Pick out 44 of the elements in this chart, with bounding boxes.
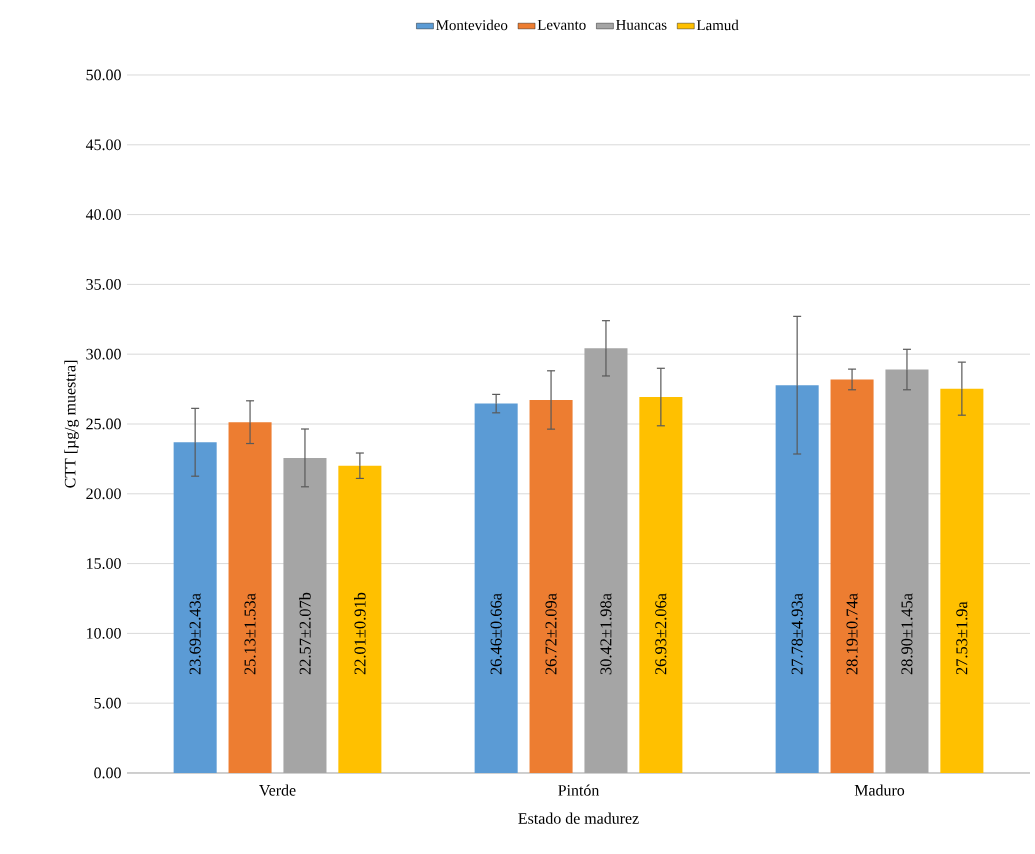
data-label: 26.46±0.66a [490, 593, 502, 675]
data-label: 22.57±2.07b [299, 592, 311, 675]
legend-label: Levanto [537, 19, 586, 30]
data-label: 23.69±2.43a [189, 593, 201, 675]
legend-label: Montevideo [436, 19, 508, 31]
y-tick-label: 15.00 [87, 558, 121, 569]
y-tick-label: 45.00 [85, 139, 121, 151]
bar [639, 397, 683, 773]
data-label: 27.53±1.9a [956, 601, 968, 675]
legend-label: Huancas [616, 19, 667, 30]
y-tick-label: 5.00 [94, 697, 121, 709]
bar [775, 385, 819, 773]
data-label: 26.72±2.09a [545, 593, 557, 675]
bar [885, 369, 929, 773]
bar [338, 465, 382, 773]
data-label: 28.90±1.45a [901, 593, 913, 675]
y-tick-label: 0.00 [94, 767, 121, 779]
y-tick-label: 10.00 [87, 627, 121, 639]
data-label: 27.78±4.93a [791, 593, 803, 675]
y-tick-label: 35.00 [86, 278, 121, 290]
bar [529, 399, 573, 773]
x-tick-label: Pintón [558, 784, 600, 796]
x-tick-label: Maduro [854, 784, 905, 796]
y-tick-label: 25.00 [86, 418, 121, 430]
x-tick-label: Verde [259, 784, 296, 796]
data-label: 25.13±1.53a [244, 593, 256, 675]
y-tick-label: 40.00 [85, 209, 121, 220]
bar [283, 457, 327, 773]
data-label: 26.93±2.06a [655, 593, 667, 675]
data-label: 28.19±0.74a [846, 593, 858, 675]
x-axis-title: Estado de madurez [518, 812, 639, 824]
y-tick-label: 30.00 [86, 348, 121, 360]
y-tick-label: 50.00 [86, 69, 121, 81]
y-tick-label: 20.00 [86, 488, 121, 500]
data-label: 30.42±1.98a [600, 593, 612, 675]
bar [228, 422, 272, 773]
bar [173, 442, 217, 773]
bar [584, 348, 628, 773]
bar [940, 388, 984, 773]
y-axis-title: CTT [µg/g muestra] [64, 360, 79, 488]
legend-label: Lamud [696, 19, 739, 31]
data-label: 22.01±0.91b [354, 592, 366, 675]
bar [474, 403, 518, 773]
bar [830, 379, 874, 773]
